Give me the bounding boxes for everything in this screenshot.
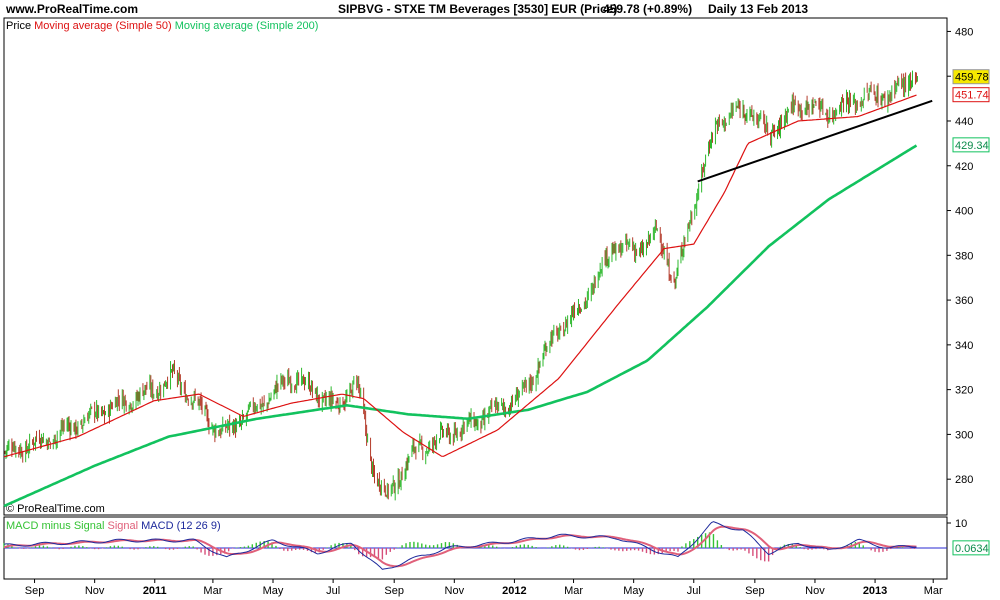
x-tick-label: 2013 <box>863 585 887 597</box>
ma200-line <box>3 144 918 508</box>
x-tick-label: Mar <box>924 585 943 597</box>
value-badges: 459.78 451.74 429.34 0.0634 <box>952 69 990 556</box>
y-tick-label: 360 <box>955 295 973 307</box>
price-legend: Price Moving average (Simple 50) Moving … <box>6 20 318 32</box>
y-tick-label: 380 <box>955 250 973 262</box>
x-tick-label: Mar <box>203 585 222 597</box>
macd-signal-line <box>3 525 917 568</box>
site-url[interactable]: www.ProRealTime.com <box>6 2 139 16</box>
y-tick-label: 300 <box>955 429 973 441</box>
trendline[interactable] <box>697 99 933 183</box>
ma50-badge: 451.74 <box>955 90 989 102</box>
y-tick-label: 420 <box>955 161 973 173</box>
x-tick-label: May <box>623 585 644 597</box>
last-change: 459.78 (+0.89%) <box>603 2 693 16</box>
y-tick-label: 340 <box>955 340 973 352</box>
legend-ma50: Moving average (Simple 50) <box>34 20 172 32</box>
x-tick-label: Jul <box>326 585 340 597</box>
legend-price: Price <box>6 20 32 32</box>
macd-legend: MACD minus Signal Signal MACD (12 26 9) <box>6 520 221 532</box>
instrument-title: SIPBVG - STXE TM Beverages [3530] EUR (P… <box>338 2 618 16</box>
ma200-series <box>3 144 918 508</box>
legend-macd-params: (12 26 9) <box>176 520 221 532</box>
x-tick-label: Sep <box>745 585 765 597</box>
ma50-series <box>3 94 917 458</box>
ma200-badge-box <box>952 137 990 153</box>
x-tick-label: Nov <box>85 585 105 597</box>
macd-last-badge-box <box>952 540 990 556</box>
y-tick-label: 320 <box>955 385 973 397</box>
y-tick-label: 480 <box>955 26 973 38</box>
ma50-badge-box <box>952 87 990 103</box>
price-panel-frame <box>3 17 948 516</box>
candles <box>4 70 918 501</box>
chart-header: www.ProRealTime.com SIPBVG - STXE TM Bev… <box>0 0 1000 18</box>
trendline-group <box>697 99 933 183</box>
x-tick-label: Sep <box>384 585 404 597</box>
legend-macd-line: MACD <box>141 520 174 532</box>
x-tick-label: Jul <box>687 585 701 597</box>
y-tick-label: 440 <box>955 116 973 128</box>
y-tick-label: 280 <box>955 474 973 486</box>
period-label: Daily 13 Feb 2013 <box>708 2 809 16</box>
legend-ma200: Moving average (Simple 200) <box>174 20 319 32</box>
x-tick-label: Nov <box>445 585 465 597</box>
x-tick-label: Nov <box>805 585 825 597</box>
y-tick-label: 400 <box>955 206 973 218</box>
credit-label: © ProRealTime.com <box>6 503 105 515</box>
ma200-badge: 429.34 <box>955 140 989 152</box>
ma50-line <box>3 94 917 458</box>
x-tick-label: May <box>263 585 284 597</box>
price-panel <box>3 17 948 516</box>
last-price-badge-box <box>952 69 990 85</box>
x-axis: Sep Nov 2011 Mar May Jul Sep Nov 2012 Mar May Jul Se… <box>25 579 943 597</box>
legend-macd-hist: MACD minus Signal <box>6 520 105 532</box>
macd-last-badge: 0.0634 <box>955 543 989 555</box>
macd-y-tick-label: 10 <box>955 518 967 530</box>
last-price-badge: 459.78 <box>955 72 989 84</box>
legend-macd-signal: Signal <box>107 520 139 532</box>
x-tick-label: 2011 <box>143 585 167 597</box>
macd-series <box>3 521 947 570</box>
x-tick-label: 2012 <box>502 585 526 597</box>
x-tick-label: Mar <box>564 585 583 597</box>
x-tick-label: Sep <box>25 585 45 597</box>
macd-line <box>3 521 917 570</box>
